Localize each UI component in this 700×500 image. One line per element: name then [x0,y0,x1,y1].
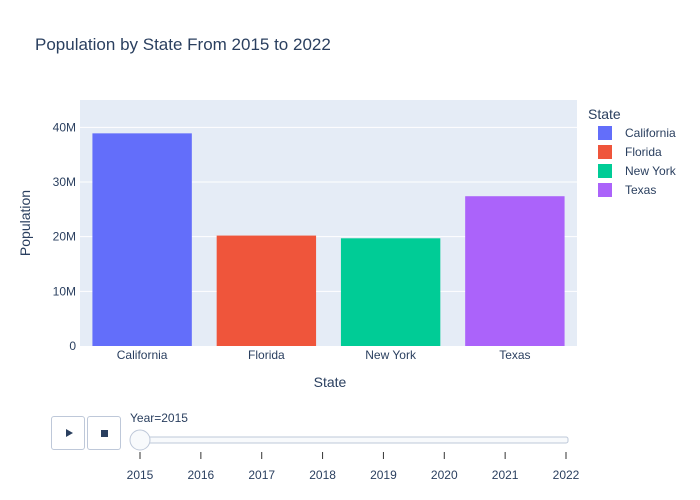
slider-step-label[interactable]: 2018 [309,468,336,482]
x-tick-label: California [117,348,168,362]
legend: California Florida New York Texas [598,126,677,197]
legend-swatch [598,164,612,178]
bar-texas[interactable] [465,196,565,346]
y-tick-label: 20M [53,230,76,244]
legend-swatch [598,126,612,140]
y-tick-label: 40M [53,120,76,134]
x-tick-labels: California Florida New York Texas [117,348,531,362]
slider-handle[interactable] [129,429,151,451]
slider-step-label[interactable]: 2022 [553,468,580,482]
legend-title: State [588,106,621,122]
slider-step-label[interactable]: 2020 [431,468,458,482]
legend-label: Texas [625,183,656,197]
legend-label: Florida [625,145,662,159]
y-tick-label: 10M [53,284,76,298]
slider-step-label[interactable]: 2017 [248,468,275,482]
slider-step-label[interactable]: 2016 [188,468,215,482]
y-tick-labels: 0 10M 20M 30M 40M [53,120,77,353]
slider-step-label[interactable]: 2021 [492,468,519,482]
legend-item[interactable]: Texas [598,183,656,197]
chart-title: Population by State From 2015 to 2022 [35,35,331,54]
y-axis-title: Population [17,190,33,256]
stop-icon [100,429,108,437]
legend-item[interactable]: Florida [598,145,662,159]
slider-current-value: Year=2015 [130,411,188,425]
legend-label: California [625,126,676,140]
x-tick-label: Florida [248,348,285,362]
slider-rail[interactable] [134,436,569,444]
bar-new-york[interactable] [340,238,441,346]
legend-label: New York [625,164,677,178]
y-tick-label: 30M [53,175,76,189]
x-tick-label: Texas [499,348,530,362]
legend-item[interactable]: New York [598,164,677,178]
slider-step-label[interactable]: 2019 [370,468,397,482]
legend-swatch [598,183,612,197]
legend-swatch [598,145,612,159]
x-tick-label: New York [365,348,417,362]
bar-florida[interactable] [216,235,317,346]
y-tick-label: 0 [69,339,76,353]
bar-california[interactable] [92,133,192,346]
play-icon [65,429,73,437]
play-button[interactable] [51,416,85,450]
slider-ticks: 2015 2016 2017 2018 2019 2020 2021 2022 [127,452,580,482]
x-axis-title: State [314,374,347,390]
bars [92,133,565,346]
slider-step-label[interactable]: 2015 [127,468,154,482]
legend-item[interactable]: California [598,126,676,140]
stop-button[interactable] [87,416,121,450]
